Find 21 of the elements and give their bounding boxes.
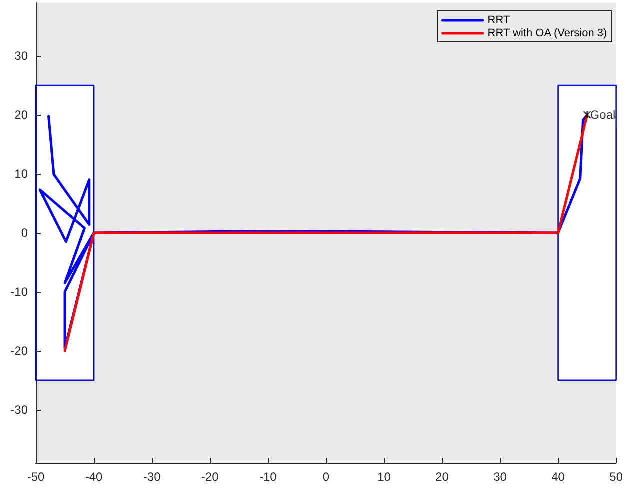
x-tick-label: 0: [322, 470, 330, 484]
x-tick-label: 10: [378, 470, 392, 484]
y-tick-label: 0: [21, 226, 28, 240]
y-tick-label: -20: [10, 344, 28, 358]
x-tick-label: -40: [85, 470, 104, 484]
y-tick-label: 10: [14, 167, 28, 182]
x-tick-label: -10: [259, 470, 278, 484]
x-tick-label: -30: [143, 470, 162, 484]
y-tick-label: 30: [14, 49, 28, 64]
annotation: Goal: [590, 108, 616, 122]
x-tick-label: 40: [552, 470, 566, 484]
x-tick-label: -50: [27, 470, 45, 484]
x-tick-label: 20: [436, 470, 450, 484]
y-tick-label: -10: [10, 284, 28, 299]
x-tick-label: -20: [201, 470, 220, 484]
legend-label: RRT with OA (Version 3): [488, 28, 608, 40]
x-tick-label: 50: [610, 470, 624, 484]
y-tick-label: -30: [10, 402, 28, 417]
legend-label: RRT: [488, 14, 510, 26]
y-tick-label: 20: [14, 108, 28, 122]
x-tick-label: 30: [494, 470, 508, 484]
